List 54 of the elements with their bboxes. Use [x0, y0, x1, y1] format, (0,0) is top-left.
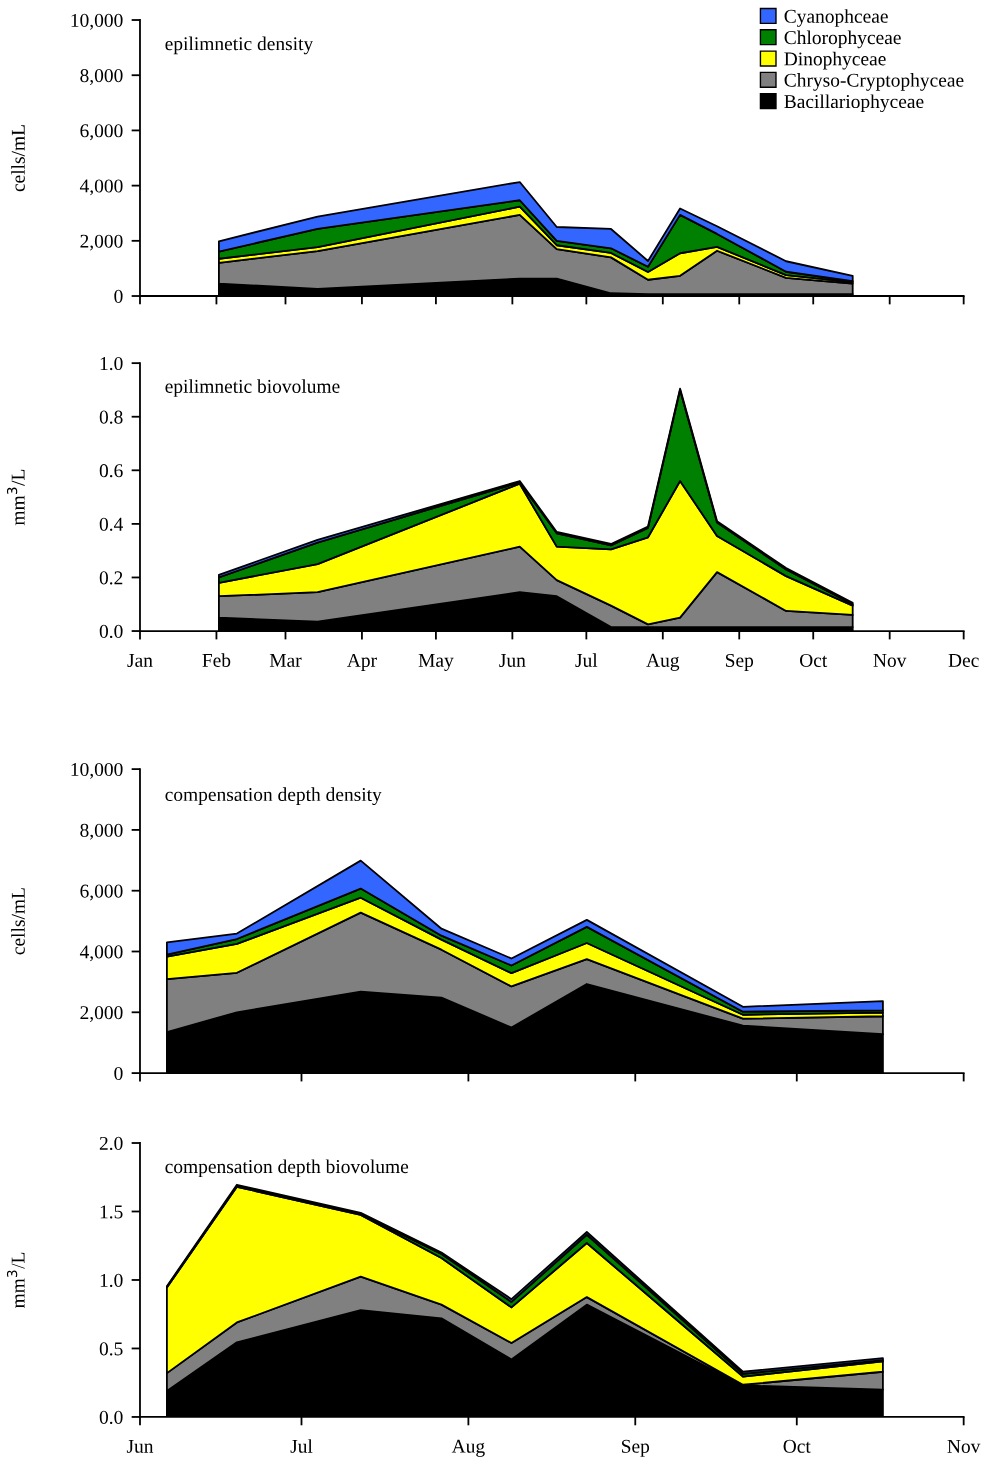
y-tick-label: 0.8 [99, 410, 123, 424]
y-tick-label: 2.0 [99, 1136, 123, 1151]
y-tick-label: 0.2 [99, 571, 123, 585]
y-axis-title: cells/mL [11, 125, 25, 192]
legend-label: Bacillariophyceae [784, 94, 924, 113]
legend-label: Cyanophceae [784, 9, 888, 27]
x-tick-label: Jun [499, 654, 526, 667]
text: epilimnetic biovolume [165, 379, 340, 397]
y-tick-label: 0.0 [99, 1410, 123, 1424]
y-tick-label: 0.0 [99, 624, 123, 639]
y-axis-title: mm$^{3}$/L [6, 1252, 25, 1309]
x-tick-label: Aug [646, 653, 680, 671]
y-axis-title: cells/mL [11, 888, 25, 955]
y-tick-label: 1.5 [100, 1205, 123, 1219]
y-tick-label: 8,000 [80, 823, 123, 840]
y-tick-label: 0.6 [99, 464, 123, 478]
y-tick-label: 2,000 [80, 234, 123, 251]
y-tick-label: 10,000 [71, 13, 123, 30]
x-tick-label: Feb [202, 653, 231, 667]
y-tick-label: 6,000 [80, 124, 123, 141]
y-tick-label: 8,000 [80, 69, 123, 85]
y-tick-label: 10,000 [71, 762, 123, 779]
y-tick-label: 0 [114, 289, 123, 303]
x-tick-label: Oct [783, 1439, 811, 1453]
x-tick-label: May [418, 653, 454, 671]
x-tick-label: Oct [799, 653, 828, 667]
text: compensation depth biovolume [165, 1159, 409, 1178]
y-tick-label: 1.0 [100, 1273, 123, 1287]
x-tick-label: Jul [575, 653, 598, 667]
text: epilimnetic density [165, 36, 314, 55]
y-tick-label: 0 [114, 1066, 123, 1081]
x-tick-label: Mar [269, 654, 302, 667]
x-tick-label: Jun [126, 1439, 154, 1453]
x-tick-label: Sep [725, 653, 754, 671]
legend-label: Chryso-Cryptophyceae [784, 73, 964, 91]
x-tick-label: Nov [873, 654, 907, 667]
y-tick-label: 0.4 [99, 517, 124, 531]
y-tick-label: 4,000 [79, 945, 123, 962]
x-tick-label: Jan [127, 654, 153, 667]
x-tick-label: Aug [451, 1439, 485, 1457]
x-tick-label: Jul [290, 1439, 313, 1453]
y-tick-label: 4,000 [79, 179, 123, 196]
x-tick-label: Apr [347, 653, 377, 671]
x-tick-label: Sep [621, 1439, 650, 1457]
y-axis-title: mm$^{3}$/L [6, 469, 25, 526]
legend-label: Dinophyceae [784, 51, 886, 70]
text: compensation depth density [165, 787, 382, 806]
y-tick-label: 0.5 [99, 1342, 123, 1356]
y-tick-label: 1.0 [100, 356, 123, 371]
y-tick-label: 6,000 [80, 884, 123, 901]
y-tick-label: 2,000 [80, 1006, 123, 1023]
x-tick-label: Nov [947, 1439, 981, 1453]
legend-label: Chlorophyceae [784, 30, 901, 49]
x-tick-label: Dec [948, 654, 979, 667]
